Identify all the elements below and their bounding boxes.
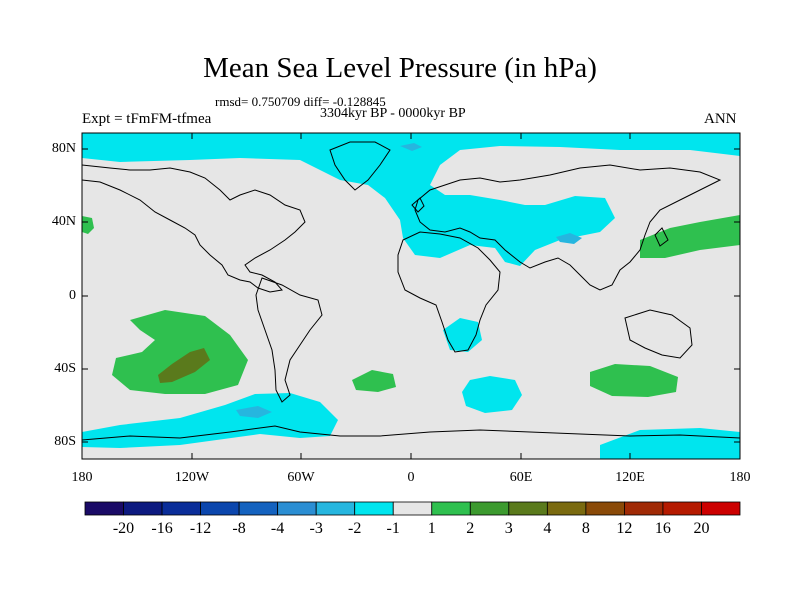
time-period: 3304kyr BP - 0000kyr BP <box>320 106 466 121</box>
colorbar-box-16 <box>701 501 741 516</box>
contour-southern-ocean <box>82 393 338 448</box>
contour-south-pacific-high <box>112 310 248 394</box>
coastline-africa <box>397 231 501 353</box>
colorbar-box-10 <box>469 501 510 516</box>
colorbar-box-1 <box>123 501 163 516</box>
colorbar-label-8: 1 <box>427 520 436 537</box>
colorbar-box-4 <box>238 501 279 516</box>
colorbar-box-9 <box>431 501 471 516</box>
coastline-british-isles <box>411 197 425 213</box>
lon-label-120w: 120W <box>174 470 210 485</box>
lat-label-80n: 80N <box>51 141 76 156</box>
colorbar-box-8 <box>392 501 433 516</box>
colorbar-box-2 <box>161 501 201 516</box>
coastlines <box>82 141 740 441</box>
colorbar-label-10: 3 <box>504 520 513 537</box>
colorbar-box-3 <box>200 501 240 516</box>
colorbar-label-13: 12 <box>616 520 633 537</box>
colorbar-box-11 <box>508 501 548 516</box>
coastline-south-america <box>255 277 323 403</box>
lon-label-60w: 60W <box>287 470 315 485</box>
lat-label-40n: 40N <box>51 214 76 229</box>
chart-title: Mean Sea Level Pressure (in hPa) <box>203 52 597 84</box>
colorbar-box-13 <box>585 501 625 516</box>
lon-label-0: 0 <box>407 470 415 485</box>
colorbar-label-0: -20 <box>112 520 135 537</box>
colorbar <box>84 501 741 516</box>
contour-south-pacific-core <box>158 348 210 383</box>
contour-south-africa <box>443 318 482 352</box>
lat-label-0: 0 <box>69 288 76 303</box>
colorbar-label-6: -2 <box>348 520 362 537</box>
colorbar-label-14: 16 <box>654 520 671 537</box>
contour-far-east-antarctic <box>720 442 740 459</box>
contour-pacific-sector-low <box>236 406 272 418</box>
contour-north-atlantic-arctic <box>82 133 740 266</box>
contour-south-indian <box>462 376 522 413</box>
season-label: ANN <box>704 111 737 127</box>
colorbar-label-9: 2 <box>466 520 475 537</box>
colorbar-label-4: -4 <box>270 520 285 537</box>
colorbar-label-1: -16 <box>151 520 173 537</box>
contour-north-pacific-high <box>640 215 740 258</box>
coastline-japan <box>654 227 669 247</box>
rmsd-diff-stats: rmsd= 0.750709 diff= -0.128845 <box>215 94 386 109</box>
colorbar-box-14 <box>624 501 664 516</box>
contour-central-asia-low <box>556 233 582 244</box>
map-field <box>82 133 740 459</box>
lon-label-60e: 60E <box>509 470 533 485</box>
lon-label-180w: 180 <box>71 470 93 485</box>
lat-label-40s: 40S <box>54 361 76 376</box>
colorbar-label-7: -1 <box>386 520 400 537</box>
coastline-greenland <box>329 141 391 191</box>
colorbar-box-5 <box>277 501 317 516</box>
colorbar-box-0 <box>84 501 124 516</box>
colorbar-label-5: -3 <box>309 520 323 537</box>
colorbar-box-6 <box>315 501 356 516</box>
lon-label-180e: 180 <box>729 470 751 485</box>
colorbar-box-7 <box>354 501 394 516</box>
colorbar-label-11: 4 <box>543 520 552 537</box>
coastline-eurasia <box>414 164 722 291</box>
contour-pacific-edge-high <box>82 216 94 234</box>
colorbar-box-15 <box>662 501 702 516</box>
lon-label-120e: 120E <box>615 470 645 485</box>
coastline-antarctica <box>82 425 740 441</box>
colorbar-box-12 <box>546 501 587 516</box>
contour-south-atlantic-high <box>352 370 396 392</box>
axis-ticks <box>82 133 740 459</box>
colorbar-label-12: 8 <box>581 520 590 537</box>
coastline-australia <box>624 309 693 359</box>
contour-arctic-low <box>400 143 422 151</box>
coastline-north-america <box>82 164 306 293</box>
colorbar-label-2: -12 <box>189 520 212 537</box>
experiment-label: Expt = tFmFM-tfmea <box>82 111 212 127</box>
lat-label-80s: 80S <box>54 434 76 449</box>
colorbar-label-3: -8 <box>232 520 246 537</box>
contour-south-indian-high <box>590 364 678 397</box>
colorbar-label-15: 20 <box>693 520 710 537</box>
